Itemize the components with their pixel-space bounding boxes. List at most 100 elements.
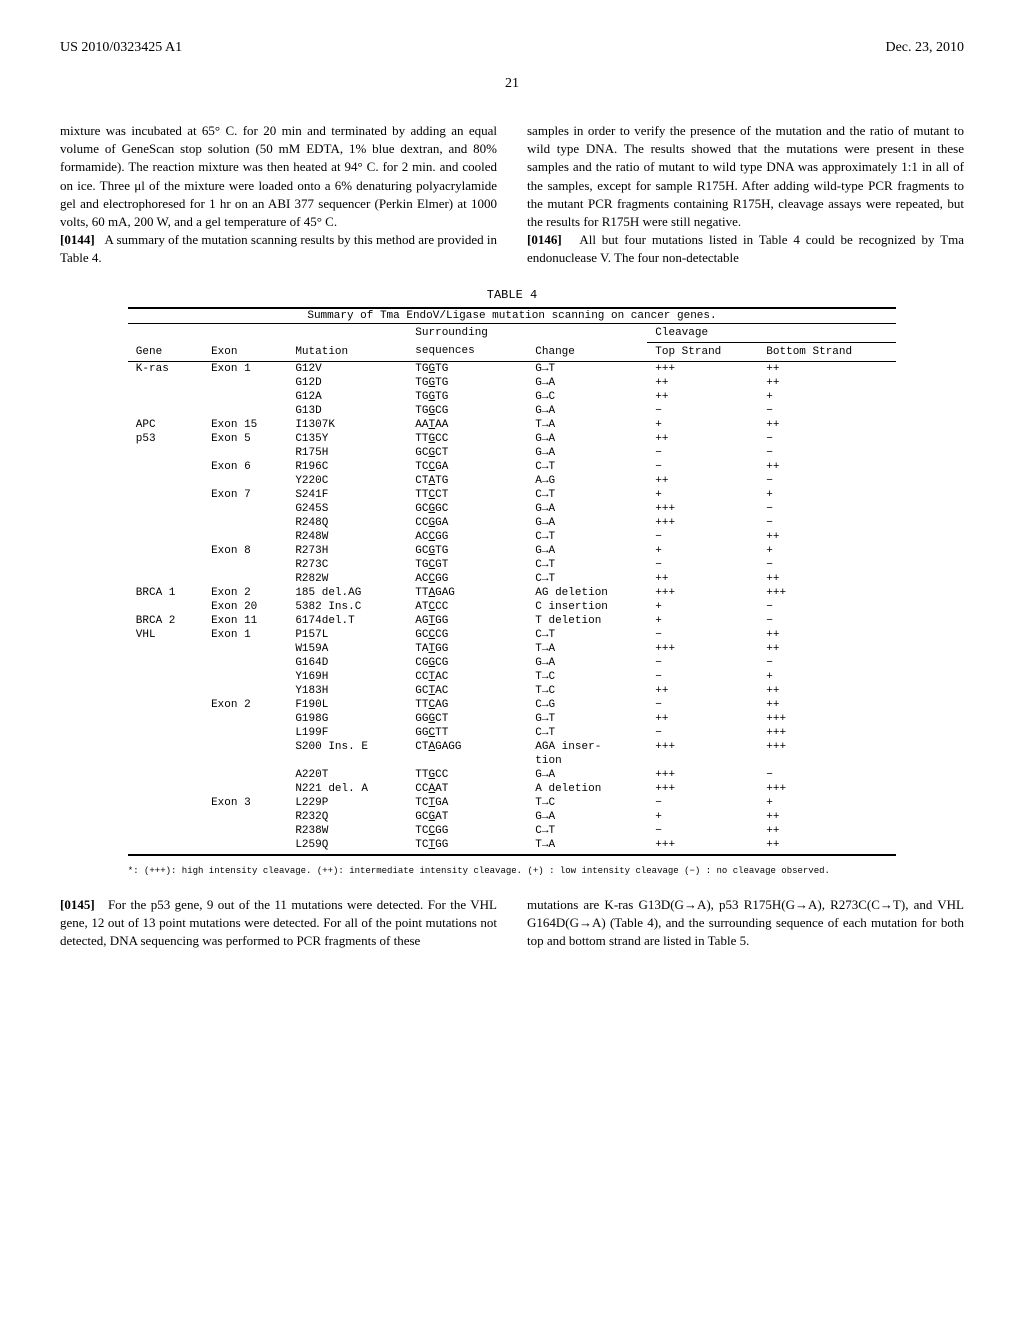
table-cell: C→T: [527, 488, 647, 502]
table-row: Exon 8R273HGCGTGG→A++: [128, 544, 896, 558]
table-cell: −: [758, 516, 896, 530]
para-text: All but four mutations listed in Table 4…: [527, 232, 964, 265]
para-number: [0146]: [527, 232, 562, 247]
table-cell: Exon 1: [203, 361, 287, 376]
table-cell: G198G: [287, 712, 407, 726]
para-text: mutations are K-ras G13D(G→A), p53 R175H…: [527, 897, 964, 948]
table-cell: G→A: [527, 544, 647, 558]
table-cell: ++: [647, 572, 758, 586]
table-cell: +: [647, 544, 758, 558]
table-row: Y183HGCTACT→C++++: [128, 684, 896, 698]
table-cell: R273H: [287, 544, 407, 558]
table-cell: tion: [527, 754, 647, 768]
table-row: Exon 2F190LTTCAGC→G−++: [128, 698, 896, 712]
table-cell: R248Q: [287, 516, 407, 530]
table-cell: GCCCG: [407, 628, 527, 642]
table-cell: C→T: [527, 572, 647, 586]
table-cell: [128, 838, 203, 852]
table-cell: T→C: [527, 684, 647, 698]
table-cell: TGGTG: [407, 390, 527, 404]
table-cell: +: [647, 614, 758, 628]
para-number: [0145]: [60, 897, 95, 912]
table-cell: −: [647, 558, 758, 572]
table-cell: C→T: [527, 558, 647, 572]
table-cell: +: [647, 810, 758, 824]
table-cell: TTCAG: [407, 698, 527, 712]
table-row: BRCA 2Exon 116174del.TAGTGGT deletion+−: [128, 614, 896, 628]
table-cell: TTGCC: [407, 432, 527, 446]
table-cell: [128, 488, 203, 502]
table-row: BRCA 1Exon 2185 del.AGTTAGAGAG deletion+…: [128, 586, 896, 600]
table-cell: Exon 3: [203, 796, 287, 810]
table-cell: −: [758, 768, 896, 782]
table-cell: W159A: [287, 642, 407, 656]
table-cell: S241F: [287, 488, 407, 502]
table-cell: +++: [647, 586, 758, 600]
table-cell: G→T: [527, 712, 647, 726]
page-header: US 2010/0323425 A1 Dec. 23, 2010: [60, 40, 964, 56]
table-cell: R248W: [287, 530, 407, 544]
right-column: samples in order to verify the presence …: [527, 122, 964, 268]
table-cell: [203, 656, 287, 670]
table-cell: [128, 670, 203, 684]
para-text: mixture was incubated at 65° C. for 20 m…: [60, 123, 497, 229]
table-cell: [287, 754, 407, 768]
table-cell: G→A: [527, 656, 647, 670]
table-cell: T deletion: [527, 614, 647, 628]
table-cell: [203, 824, 287, 838]
table-cell: ++: [758, 572, 896, 586]
table-row: p53Exon 5C135YTTGCCG→A++−: [128, 432, 896, 446]
table-cell: C135Y: [287, 432, 407, 446]
table-row: L199FGGCTTC→T−+++: [128, 726, 896, 740]
table-cell: GGCTT: [407, 726, 527, 740]
para-text: For the p53 gene, 9 out of the 11 mutati…: [60, 897, 497, 948]
table-cell: +++: [758, 740, 896, 754]
table-cell: [128, 474, 203, 488]
table-cell: ACCGG: [407, 530, 527, 544]
table-cell: ++: [758, 376, 896, 390]
table-cell: VHL: [128, 628, 203, 642]
table-cell: G164D: [287, 656, 407, 670]
table-cell: Exon 2: [203, 586, 287, 600]
table-cell: G245S: [287, 502, 407, 516]
table-cell: [758, 754, 896, 768]
table-cell: [203, 530, 287, 544]
table-cell: 6174del.T: [287, 614, 407, 628]
table-cell: G12A: [287, 390, 407, 404]
table-cell: [128, 544, 203, 558]
table-cell: −: [758, 600, 896, 614]
table-row: Exon 3L229PTCTGAT→C−+: [128, 796, 896, 810]
table-cell: −: [758, 446, 896, 460]
left-column: mixture was incubated at 65° C. for 20 m…: [60, 122, 497, 268]
table-cell: +++: [758, 782, 896, 796]
table-cell: [128, 572, 203, 586]
table-cell: ++: [647, 712, 758, 726]
table-cell: GCGGC: [407, 502, 527, 516]
table-cell: −: [647, 446, 758, 460]
table-cell: T→A: [527, 838, 647, 852]
table-cell: +: [758, 544, 896, 558]
table-cell: ++: [758, 642, 896, 656]
table-cell: [203, 726, 287, 740]
table-cell: −: [758, 432, 896, 446]
table-cell: Y169H: [287, 670, 407, 684]
table-cell: L229P: [287, 796, 407, 810]
table-cell: [128, 684, 203, 698]
pub-number: US 2010/0323425 A1: [60, 40, 182, 56]
table-cell: TCCGA: [407, 460, 527, 474]
table-row: Exon 6R196CTCCGAC→T−++: [128, 460, 896, 474]
col-gene: Gene: [128, 323, 203, 361]
table-cell: APC: [128, 418, 203, 432]
table-cell: L199F: [287, 726, 407, 740]
table-cell: [203, 754, 287, 768]
table-cell: [128, 446, 203, 460]
table-cell: −: [647, 460, 758, 474]
table-cell: C→T: [527, 628, 647, 642]
table-cell: CCGGA: [407, 516, 527, 530]
table-cell: [128, 390, 203, 404]
table-cell: R196C: [287, 460, 407, 474]
top-columns: mixture was incubated at 65° C. for 20 m…: [60, 122, 964, 268]
table-cell: TATGG: [407, 642, 527, 656]
table-cell: TCTGA: [407, 796, 527, 810]
table-cell: R238W: [287, 824, 407, 838]
